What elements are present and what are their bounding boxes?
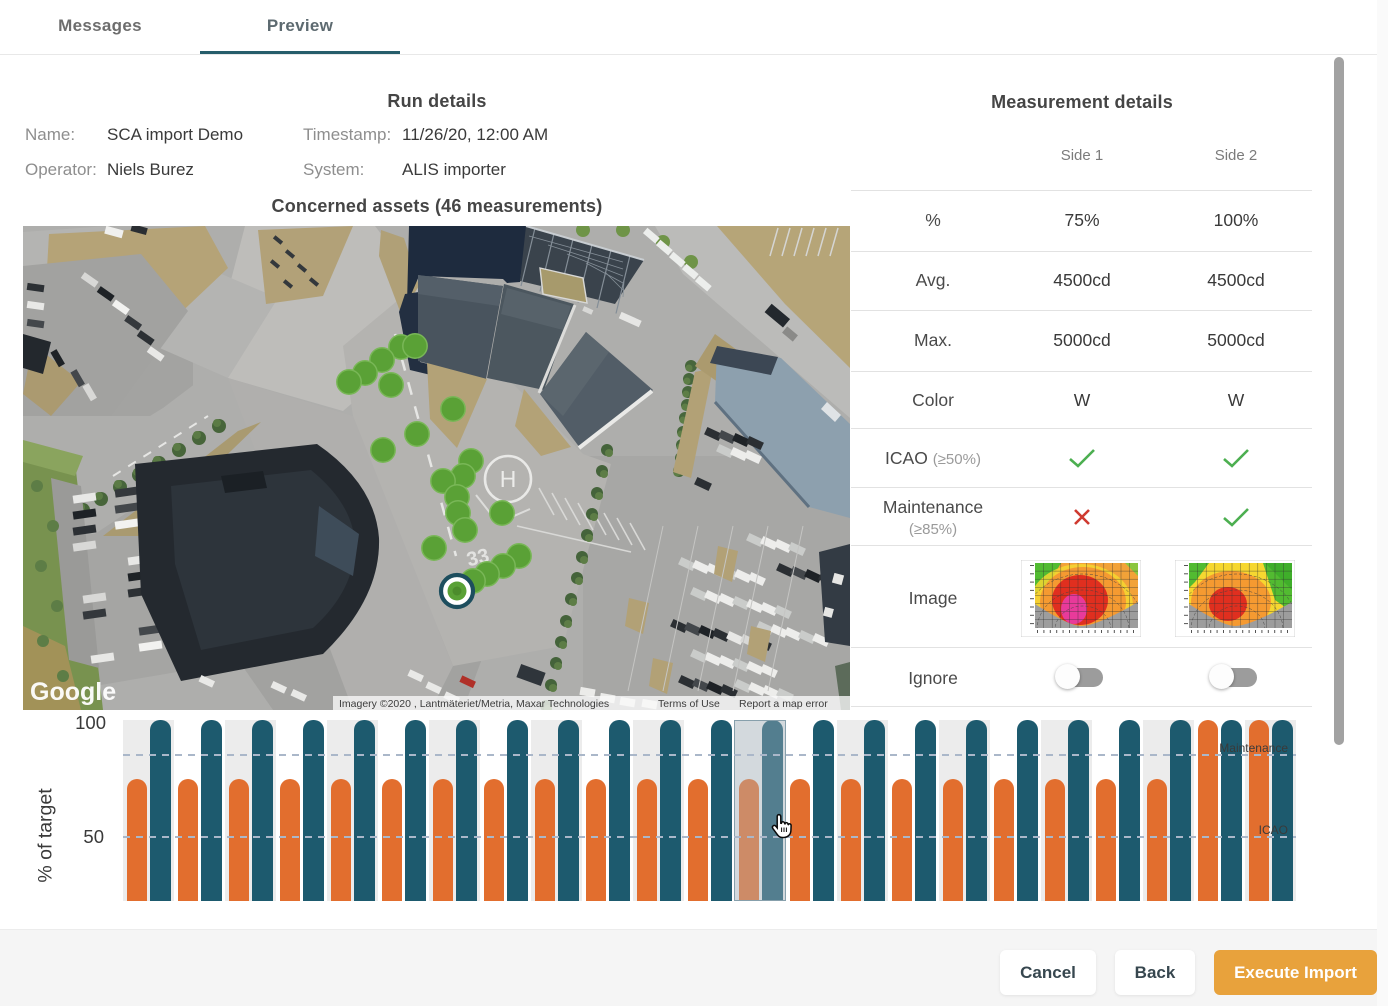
svg-text:Terms of Use: Terms of Use <box>658 698 720 710</box>
svg-text:Imagery ©2020 , Lantmäteriet/M: Imagery ©2020 , Lantmäteriet/Metria, Max… <box>339 698 609 710</box>
svg-text:Google: Google <box>30 678 116 706</box>
svg-text:H: H <box>500 466 517 492</box>
svg-text:Report a map error: Report a map error <box>739 698 828 710</box>
